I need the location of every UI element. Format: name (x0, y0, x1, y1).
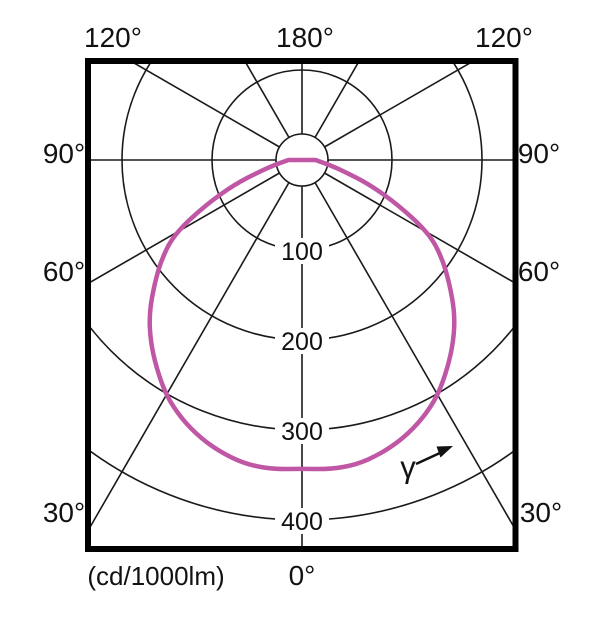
gamma-arrow-head (436, 446, 453, 458)
radial-tick-label-200: 200 (281, 328, 323, 356)
angle-label-top-left: 120° (84, 22, 142, 53)
grid-spoke-120-left (134, 64, 280, 148)
grid-spoke-120-right (324, 64, 470, 148)
tick-label-mask-200 (275, 328, 329, 354)
tick-label-mask-400 (275, 508, 329, 534)
intensity-curve (147, 157, 457, 472)
angle-label-left-90: 90° (42, 138, 86, 169)
tick-label-mask-100 (275, 238, 329, 264)
radial-tick-labels: 100 200 300 400 (275, 238, 329, 536)
grid-spoke-30-left (91, 182, 290, 528)
grid-spoke-30-right (314, 182, 513, 527)
radial-tick-label-100: 100 (281, 238, 323, 266)
angle-label-left-60: 60° (42, 256, 86, 287)
gamma-symbol-label: γ (400, 449, 416, 485)
radial-tick-label-400: 400 (281, 508, 323, 536)
angle-label-bottom-0: 0° (288, 560, 316, 591)
radial-tick-label-300: 300 (281, 418, 323, 446)
angle-label-right-60: 60° (517, 256, 561, 287)
gamma-direction-arrow (415, 446, 453, 466)
chart-border (85, 58, 519, 552)
angle-label-right-30: 30° (519, 497, 563, 528)
angle-label-left-30: 30° (42, 497, 86, 528)
angle-label-top-center: 180° (276, 22, 334, 53)
unit-label: (cd/1000lm) (87, 561, 225, 591)
gamma-arrow-shaft (415, 451, 442, 466)
angle-label-top-right: 120° (475, 22, 533, 53)
angle-label-right-90: 90° (517, 138, 561, 169)
tick-label-mask-300 (275, 418, 329, 444)
grid-spoke-150-right (314, 64, 359, 138)
